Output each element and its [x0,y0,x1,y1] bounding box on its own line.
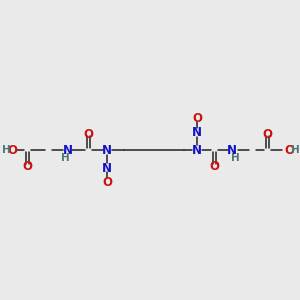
Text: N: N [227,143,237,157]
Text: O: O [192,112,202,124]
Text: O: O [83,128,93,140]
Text: N: N [102,161,112,175]
Text: O: O [209,160,219,172]
Text: O: O [7,143,17,157]
Text: O: O [262,128,272,140]
Text: H: H [231,153,239,163]
Text: O: O [284,143,294,157]
Text: O: O [102,176,112,188]
Text: N: N [192,125,202,139]
Text: N: N [63,143,73,157]
Text: O: O [22,160,32,172]
Text: N: N [102,143,112,157]
Text: N: N [192,143,202,157]
Text: H: H [61,153,69,163]
Text: H: H [291,145,299,155]
Text: H: H [2,145,10,155]
